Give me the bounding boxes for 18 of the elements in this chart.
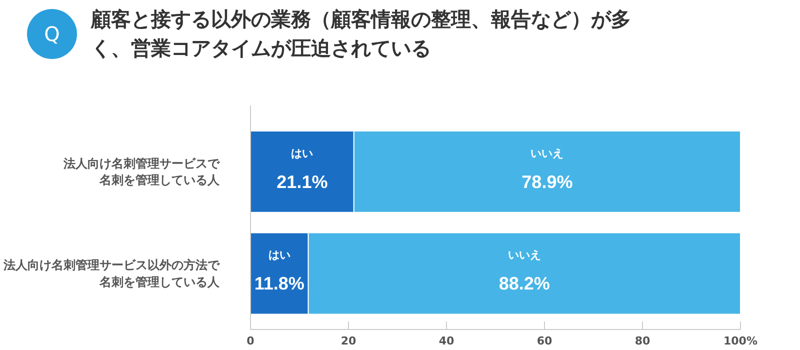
data-label: 88.2% — [498, 274, 550, 294]
x-tick-label: 0 — [246, 334, 255, 348]
series-label: はい — [291, 146, 314, 160]
series-label: いいえ — [530, 146, 564, 160]
y-tick-label: 法人向け名刺管理サービスで名刺を管理している人 — [62, 156, 220, 188]
x-tick-label: 100% — [724, 334, 758, 348]
chart-title: 顧客と接する以外の業務（顧客情報の整理、報告など）が多く、営業コアタイムが圧迫されている — [91, 6, 632, 62]
x-tick-label: 60 — [536, 334, 552, 348]
x-tick-label: 20 — [340, 334, 356, 348]
x-tick-label: 40 — [438, 334, 454, 348]
y-tick-label: 法人向け名刺管理サービス以外の方法で名刺を管理している人 — [2, 258, 220, 289]
x-tick-label: 80 — [634, 334, 650, 348]
text: いいえ — [508, 248, 541, 262]
data-label: 78.9% — [522, 172, 573, 192]
data-label: 11.8% — [254, 274, 304, 294]
picture-badge: Q — [27, 9, 77, 59]
text: はい — [268, 248, 290, 262]
data-label: 21.1% — [276, 172, 328, 192]
